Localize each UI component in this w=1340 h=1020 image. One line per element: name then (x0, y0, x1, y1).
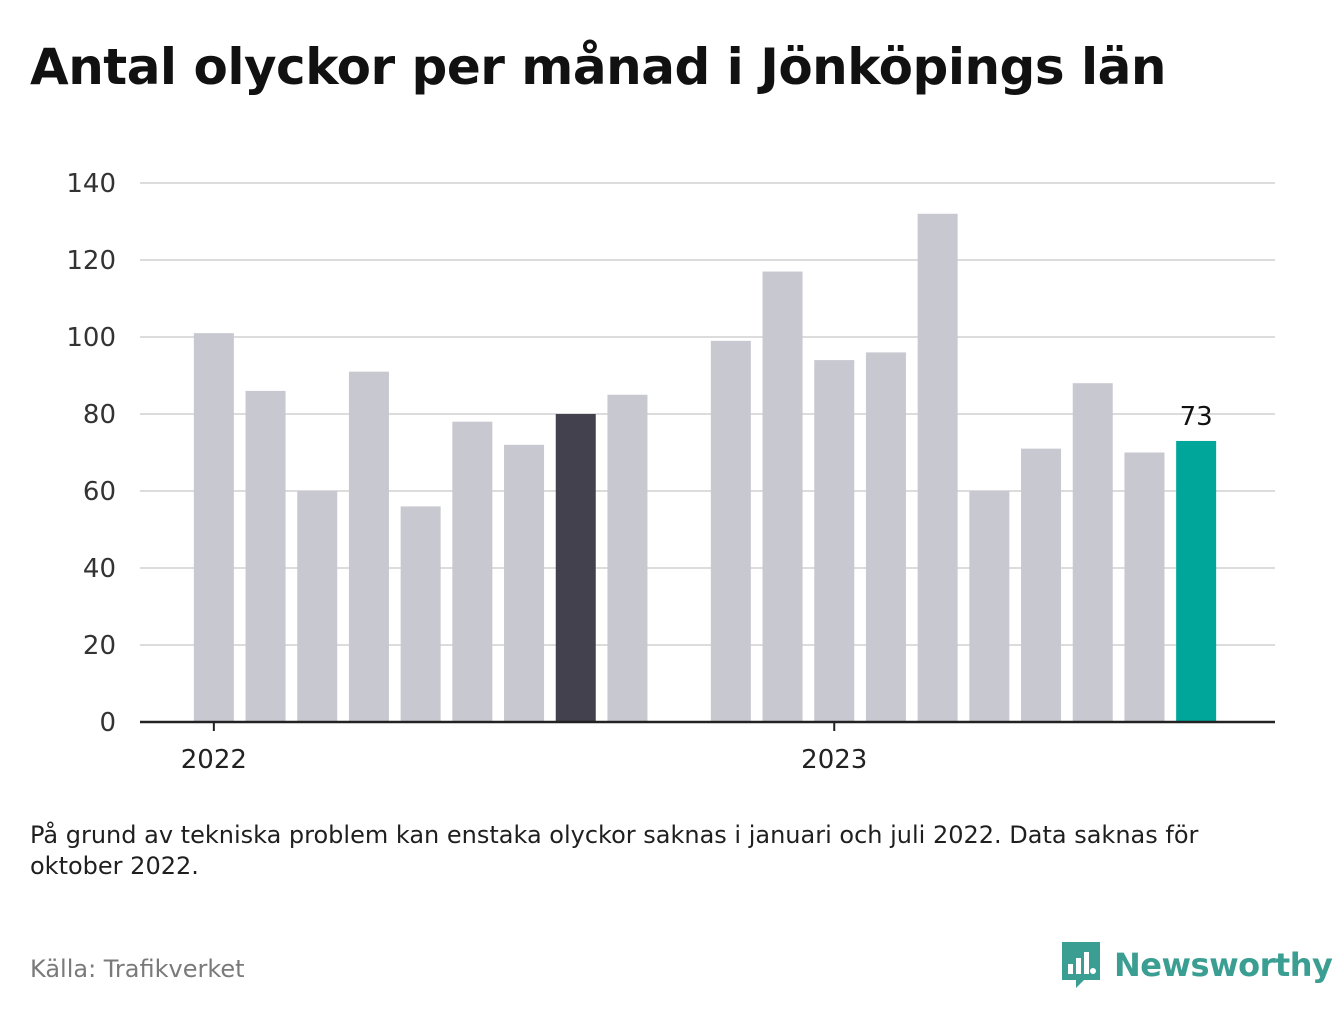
y-tick-label: 20 (83, 631, 116, 661)
brand-logo: Newsworthy (1060, 940, 1333, 990)
y-axis-ticks: 0 20 40 60 80 100 120 140 (66, 169, 116, 738)
bar-2023-02 (865, 352, 906, 722)
y-tick-label: 140 (66, 169, 116, 199)
bar-2022-12 (762, 271, 803, 722)
data-labels: 73 (1180, 402, 1213, 432)
y-tick-label: 100 (66, 323, 116, 353)
bar-chart: 0 20 40 60 80 100 120 140 2022 2023 73 (66, 169, 1275, 775)
bar-2022-07 (504, 444, 545, 722)
bar-2023-07 (1124, 452, 1165, 722)
bar-2022-09 (607, 394, 648, 722)
x-tick-label: 2022 (181, 745, 247, 775)
y-tick-label: 80 (83, 400, 116, 430)
brand-name: Newsworthy (1114, 946, 1333, 984)
bar-2023-08 (1176, 440, 1217, 722)
bar-2023-04 (969, 491, 1010, 722)
y-tick-label: 120 (66, 246, 116, 276)
bar-2022-01 (193, 333, 234, 722)
bar-2023-05 (1021, 448, 1062, 722)
newsworthy-chart-icon (1062, 942, 1100, 988)
chart-title: Antal olyckor per månad i Jönköpings län (30, 38, 1166, 96)
bar-2022-04 (348, 371, 389, 722)
bar-2023-06 (1072, 383, 1113, 722)
bar-2022-03 (297, 491, 338, 722)
bar-2022-06 (452, 421, 493, 722)
y-tick-label: 0 (99, 708, 116, 738)
bar-2022-08 (555, 414, 596, 722)
chart-note: På grund av tekniska problem kan enstaka… (30, 821, 1199, 880)
source-credit: Källa: Trafikverket (30, 955, 245, 983)
bar-2022-02 (245, 390, 286, 722)
x-axis: 2022 2023 (140, 720, 1275, 775)
bar-2023-01 (814, 360, 855, 722)
bar-2023-03 (917, 213, 958, 723)
bars (193, 213, 1217, 723)
y-tick-label: 40 (83, 554, 116, 584)
y-tick-label: 60 (83, 477, 116, 507)
data-label-2023-08: 73 (1180, 402, 1213, 432)
bar-2022-05 (400, 506, 441, 722)
bar-2022-11 (710, 340, 751, 722)
x-tick-label: 2023 (801, 745, 867, 775)
